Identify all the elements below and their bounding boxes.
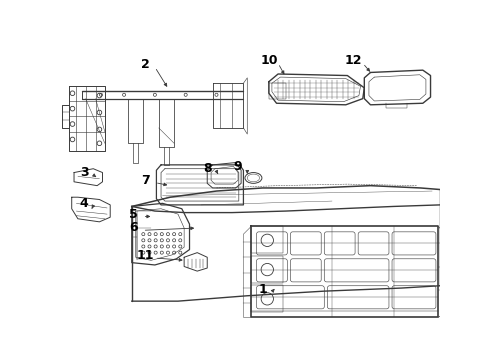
Bar xyxy=(269,83,286,99)
Bar xyxy=(251,226,283,253)
Text: 7: 7 xyxy=(141,174,150,187)
Text: 6: 6 xyxy=(129,221,138,234)
Text: 1: 1 xyxy=(258,283,267,296)
Text: 8: 8 xyxy=(203,162,212,175)
Text: 3: 3 xyxy=(80,166,88,179)
Text: 4: 4 xyxy=(80,197,88,210)
Bar xyxy=(251,285,283,312)
Text: 10: 10 xyxy=(260,54,277,67)
Text: 5: 5 xyxy=(129,208,138,221)
Text: 11: 11 xyxy=(137,249,154,262)
Text: 2: 2 xyxy=(141,58,150,71)
Text: 9: 9 xyxy=(234,160,243,173)
Text: 12: 12 xyxy=(345,54,362,67)
Bar xyxy=(251,256,283,283)
